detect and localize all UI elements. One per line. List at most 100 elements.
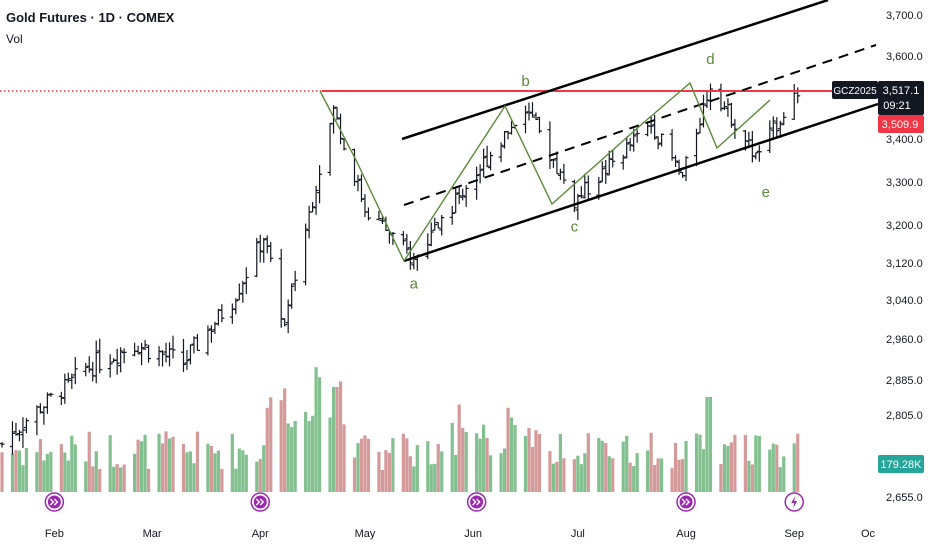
ohlc-bar	[282, 318, 288, 327]
volume-bar	[607, 456, 611, 492]
ohlc-bar	[599, 161, 605, 183]
volume-bar	[265, 407, 269, 492]
volume-bar	[140, 441, 144, 492]
ohlc-bar	[376, 210, 382, 221]
ohlc-bar	[700, 94, 706, 128]
volume-bar	[209, 446, 213, 492]
ohlc-bar	[132, 342, 138, 357]
volume-bar	[290, 427, 294, 492]
ohlc-bar	[303, 223, 309, 286]
wave-labels: a b c d e	[410, 51, 770, 293]
volume-bar	[181, 443, 186, 492]
ohlc-bar	[770, 116, 776, 140]
ohlc-bar	[229, 303, 235, 324]
ohlc-bar	[680, 171, 686, 178]
ohlc-bar	[187, 344, 193, 365]
volume-bar	[778, 467, 782, 492]
ohlc-bar	[215, 308, 221, 326]
volume-bar	[775, 444, 779, 492]
arrow-event-icon[interactable]	[676, 492, 696, 512]
volume-bar	[49, 451, 53, 492]
volume-bar	[464, 431, 468, 492]
volume-bar	[73, 444, 77, 492]
arrow-event-icon[interactable]	[250, 492, 271, 512]
volume-bar	[482, 424, 486, 492]
volume-bar	[192, 463, 196, 492]
volume-bar	[694, 433, 699, 492]
ohlc-bar	[310, 201, 316, 213]
volume-bar	[220, 468, 224, 492]
volume-bar	[66, 460, 70, 492]
volume-bar	[286, 423, 290, 492]
ohlc-bar	[170, 335, 176, 359]
lightning-event-icon[interactable]	[784, 492, 804, 512]
volume-bar	[387, 452, 391, 492]
volume-bar	[415, 445, 419, 492]
price-tick-label: 2,655.0	[886, 492, 923, 504]
ohlc-bar	[526, 102, 532, 121]
volume-bar	[670, 468, 674, 492]
time-tick-label: May	[355, 528, 376, 540]
volume-bar	[405, 438, 409, 492]
volume-bar	[143, 434, 147, 492]
arrow-event-icon[interactable]	[466, 492, 487, 512]
ohlc-bar	[411, 252, 417, 270]
volume-bar	[94, 451, 98, 492]
ohlc-bar	[425, 233, 431, 260]
ohlc-bar	[69, 373, 75, 389]
ohlc-bar	[634, 129, 640, 143]
ohlc-bar	[41, 406, 47, 425]
volume-bar	[572, 459, 576, 492]
volume-bar	[352, 457, 357, 492]
volume-bar	[701, 449, 706, 492]
volume-bar	[530, 447, 535, 492]
volume-bar	[677, 459, 681, 492]
ohlc-bar	[505, 130, 511, 140]
ohlc-bar	[20, 417, 26, 448]
volume-bar	[21, 465, 25, 492]
volume-bar	[646, 450, 650, 492]
volume-bar	[478, 438, 482, 492]
volume-bar	[551, 463, 556, 492]
volume-bar	[771, 443, 775, 492]
volume-bar	[429, 464, 433, 492]
ohlc-bar	[725, 98, 731, 117]
arrow-event-icon[interactable]	[44, 492, 65, 512]
volume-bar	[258, 458, 262, 492]
volume-bar	[502, 448, 507, 492]
volume-bar	[489, 455, 493, 492]
ohlc-bar	[463, 185, 469, 207]
volume-bar	[122, 464, 126, 492]
ohlc-bar	[550, 158, 556, 168]
ohlc-bar	[205, 325, 211, 356]
ohlc-bar	[694, 128, 700, 167]
time-tick-label: Jun	[464, 528, 482, 540]
ohlc-bar	[9, 421, 15, 455]
volume-bar	[160, 443, 165, 492]
ohlc-bar	[317, 165, 323, 204]
volume-bar	[548, 451, 552, 492]
volume-bar	[750, 464, 754, 492]
volume-bar	[635, 453, 639, 492]
ohlc-bar	[240, 280, 246, 303]
ohlc-bar	[533, 112, 539, 121]
volume-bar	[241, 450, 245, 492]
volume-bar	[555, 461, 559, 492]
ohlc-bar	[264, 235, 270, 254]
ohlc-bar	[97, 338, 103, 374]
volume-bar	[523, 436, 528, 492]
volume-bar	[660, 458, 664, 492]
ohlc-bar	[62, 373, 68, 404]
volume-bar	[188, 451, 193, 492]
ohlc-bar	[460, 188, 466, 201]
ohlc-bar	[365, 207, 371, 221]
ohlc-bar	[386, 229, 392, 244]
volume-bar	[206, 443, 210, 492]
volume-bar	[485, 438, 489, 492]
ohlc-bar	[257, 234, 263, 263]
volume-bar	[454, 455, 458, 492]
volume-bar	[17, 450, 22, 492]
volume-bar	[380, 469, 385, 492]
ohlc-bar	[156, 346, 162, 367]
